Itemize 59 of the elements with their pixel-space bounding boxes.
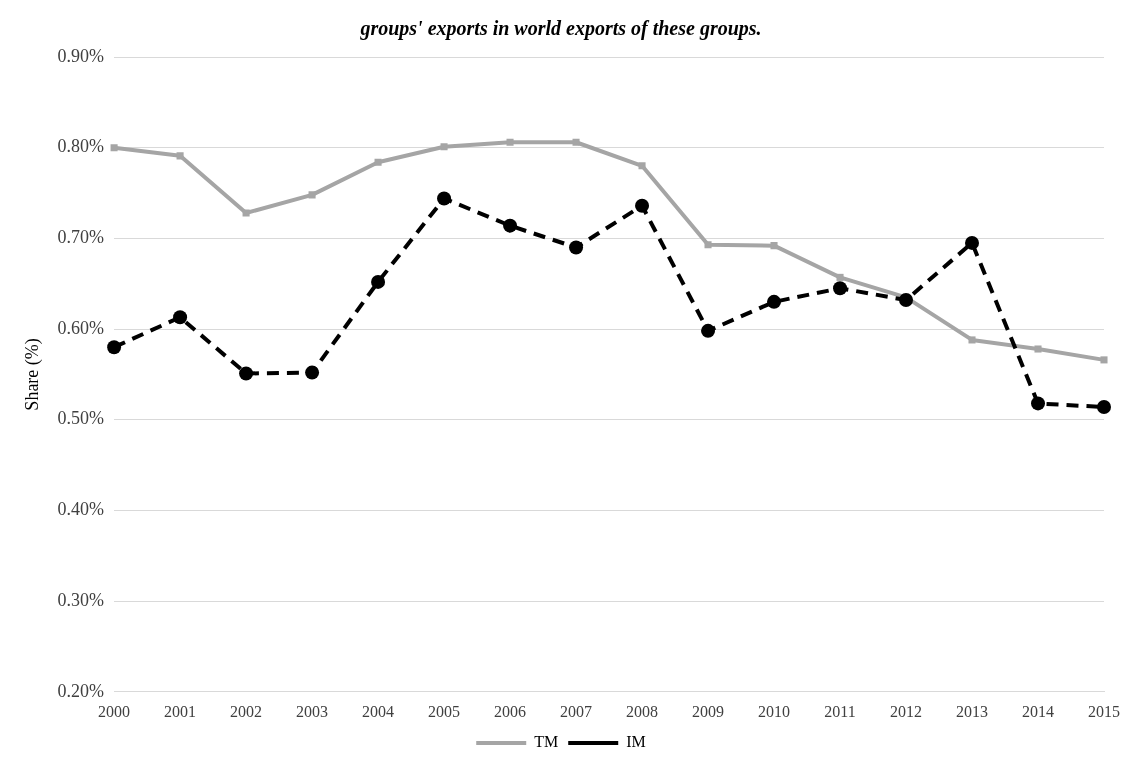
point [638, 162, 646, 170]
point [968, 336, 976, 344]
point [833, 281, 848, 296]
x-tick-label: 2011 [824, 702, 856, 720]
point [572, 138, 580, 146]
x-tick-label: 2009 [692, 702, 725, 720]
x-tick-label: 2002 [230, 702, 263, 720]
x-tick-label: 2006 [494, 702, 527, 720]
legend-label: TM [534, 733, 559, 751]
y-tick-label: 0.30% [57, 589, 105, 610]
y-tick-label: 0.80% [57, 136, 105, 157]
y-tick-label: 0.50% [57, 408, 105, 429]
point [374, 158, 382, 166]
point [308, 191, 316, 199]
point [506, 138, 514, 146]
x-tick-label: 2012 [890, 702, 923, 720]
x-tick-label: 2004 [362, 702, 395, 720]
point [1097, 400, 1111, 415]
point [965, 235, 980, 250]
x-tick-label: 2010 [758, 702, 791, 720]
point [242, 209, 250, 217]
point [176, 152, 184, 160]
x-tick-label: 2013 [956, 702, 989, 720]
point [503, 218, 518, 233]
x-tick-label: 2003 [296, 702, 329, 720]
y-tick-label: 0.70% [57, 227, 105, 248]
point [440, 143, 448, 151]
x-tick-label: 2014 [1022, 702, 1055, 720]
y-tick-label: 0.40% [57, 499, 105, 520]
x-tick-label: 2015 [1088, 702, 1120, 720]
x-tick-label: 2007 [560, 702, 593, 720]
point [770, 242, 778, 250]
point [107, 340, 122, 355]
point [239, 366, 254, 381]
point [1034, 345, 1042, 353]
point [437, 191, 452, 206]
x-tick-label: 2005 [428, 702, 461, 720]
point [635, 198, 650, 213]
point [110, 144, 118, 152]
x-tick-label: 2000 [98, 702, 131, 720]
x-tick-label: 2001 [164, 702, 197, 720]
legend-label: IM [626, 733, 646, 751]
point [569, 240, 584, 255]
x-tick-label: 2008 [626, 702, 659, 720]
point [371, 274, 386, 289]
y-tick-label: 0.20% [57, 680, 105, 701]
point [173, 310, 188, 325]
point [899, 293, 914, 308]
y-axis-title: Share (%) [21, 338, 43, 411]
point [767, 294, 782, 309]
point [305, 365, 320, 380]
point [836, 273, 844, 281]
point [704, 241, 712, 249]
y-tick-label: 0.60% [57, 317, 105, 338]
chart-title: groups' exports in world exports of these groups. [359, 17, 762, 41]
point [1100, 356, 1108, 364]
point [1031, 396, 1046, 411]
y-tick-label: 0.90% [57, 45, 105, 66]
point [701, 323, 716, 338]
